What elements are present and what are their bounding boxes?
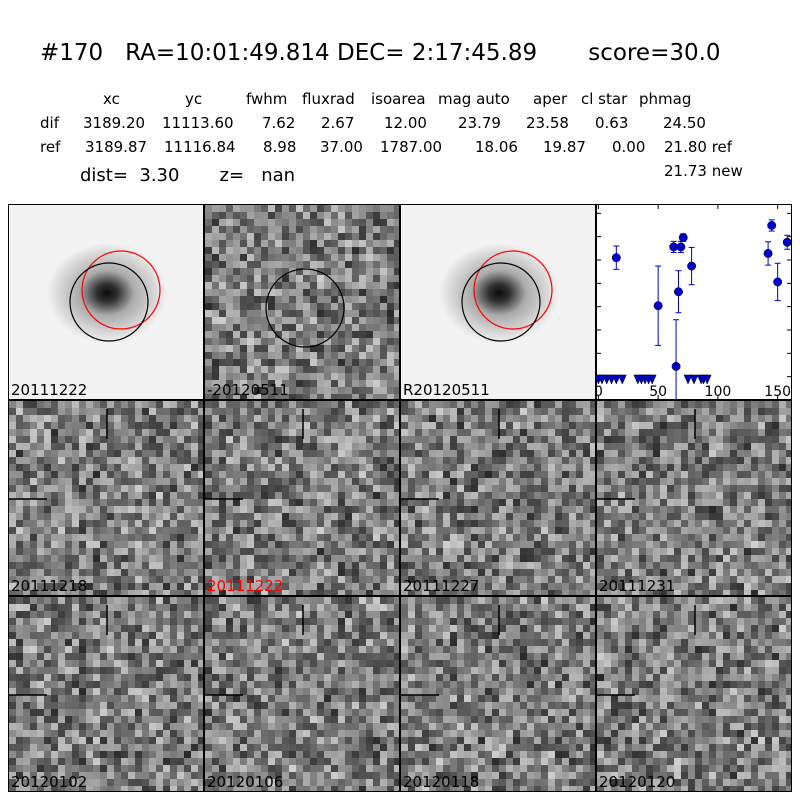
ref-cl-star: 0.00 — [612, 138, 646, 156]
dist-z-line: dist= 3.30 z= nan — [80, 165, 296, 186]
stamp-image — [401, 205, 595, 399]
ref-phmag: 21.80 ref — [664, 138, 733, 156]
galaxy-blob — [439, 243, 559, 343]
aperture-circle-red — [473, 250, 553, 330]
stamp-image — [597, 597, 791, 791]
stamp-label: 20111222 — [11, 381, 88, 399]
plot-frame — [596, 204, 792, 400]
stamp-image — [9, 597, 203, 791]
dif-yc: 11113.60 — [162, 114, 234, 132]
stamp-new-image: R20120511 — [400, 204, 596, 400]
light-curve-chart: 22.022.523.023.524.024.525.025.526.00501… — [596, 204, 792, 400]
col-header-isoarea: isoarea — [371, 90, 426, 108]
upper-limit-marker — [683, 374, 693, 385]
ref-isoarea: 1787.00 — [380, 138, 443, 156]
row-label-dif: dif — [40, 114, 59, 132]
upper-limit-marker — [689, 374, 699, 385]
new-phmag: 21.73 new — [664, 162, 743, 180]
dif-xc: 3189.20 — [83, 114, 146, 132]
col-header-xc: xc — [103, 90, 120, 108]
row-label-ref: ref — [40, 138, 61, 156]
data-point — [687, 261, 697, 271]
dif-phmag: 24.50 — [663, 114, 706, 132]
aperture-circle-black — [69, 262, 149, 342]
stamp-label: 20120102 — [11, 773, 88, 791]
ref-fwhm: 8.98 — [263, 138, 297, 156]
data-point — [782, 237, 792, 247]
candidate-title: #170 RA=10:01:49.814 DEC= 2:17:45.89 sco… — [40, 40, 721, 66]
ref-xc: 3189.87 — [85, 138, 148, 156]
dif-fwhm: 7.62 — [262, 114, 296, 132]
data-point — [611, 253, 621, 263]
stamp-epoch: 20111231 — [596, 400, 792, 596]
stamp-label: R20120511 — [403, 381, 490, 399]
stamp-label: 20120106 — [207, 773, 284, 791]
dif-mag-auto: 23.79 — [458, 114, 501, 132]
stamp-epoch: 20120120 — [596, 596, 792, 792]
stamp-reference-image: 20111222 — [8, 204, 204, 400]
dif-cl-star: 0.63 — [595, 114, 629, 132]
stamp-image — [9, 205, 203, 399]
aperture-circle-black — [461, 262, 541, 342]
xtick-label: 150 — [764, 384, 791, 400]
stamp-difference-image: -20120511 — [204, 204, 400, 400]
data-point — [678, 233, 688, 243]
col-header-cl-star: cl star — [581, 90, 628, 108]
stamp-label: 20111222 — [207, 577, 284, 595]
stamp-epoch: 20120106 — [204, 596, 400, 792]
dif-isoarea: 12.00 — [384, 114, 427, 132]
ref-mag-auto: 18.06 — [475, 138, 518, 156]
ref-yc: 11116.84 — [164, 138, 236, 156]
stamp-image — [9, 401, 203, 595]
ref-fluxrad: 37.00 — [320, 138, 363, 156]
col-header-fwhm: fwhm — [246, 90, 288, 108]
data-point — [676, 242, 686, 252]
xtick-label: 0 — [596, 384, 603, 400]
stamp-image — [401, 401, 595, 595]
stamp-image — [205, 597, 399, 791]
dif-fluxrad: 2.67 — [321, 114, 355, 132]
stamp-image — [205, 401, 399, 595]
xtick-label: 50 — [649, 384, 667, 400]
aperture-circle-red — [81, 250, 161, 330]
xtick-label: 100 — [705, 384, 732, 400]
data-point — [674, 287, 683, 297]
stamp-label: 20111218 — [11, 577, 88, 595]
col-header-phmag: phmag — [639, 90, 692, 108]
data-point — [671, 361, 681, 371]
data-point — [767, 221, 777, 230]
col-header-yc: yc — [185, 90, 203, 108]
stamp-image — [401, 597, 595, 791]
stamp-label: 20111231 — [599, 577, 676, 595]
aperture-circle-black — [265, 268, 345, 348]
stamp-epoch: 20111222 — [204, 400, 400, 596]
data-point — [763, 249, 773, 258]
galaxy-blob — [47, 243, 167, 343]
stamp-epoch: 20111218 — [8, 400, 204, 596]
stamp-label: 20120120 — [599, 773, 676, 791]
stamp-epoch: 20111227 — [400, 400, 596, 596]
stamp-image — [597, 401, 791, 595]
stamp-epoch: 20120118 — [400, 596, 596, 792]
col-header-mag-auto: mag auto — [438, 90, 510, 108]
stamp-epoch: 20120102 — [8, 596, 204, 792]
col-header-aper: aper — [533, 90, 568, 108]
ref-aper: 19.87 — [543, 138, 586, 156]
data-point — [653, 301, 663, 311]
dif-aper: 23.58 — [526, 114, 569, 132]
stamp-label: -20120511 — [207, 381, 289, 399]
stamp-image — [205, 205, 399, 399]
stamp-label: 20111227 — [403, 577, 480, 595]
upper-limit-marker — [702, 374, 712, 385]
upper-limit-marker — [611, 374, 621, 385]
upper-limit-marker — [647, 374, 657, 385]
col-header-fluxrad: fluxrad — [302, 90, 355, 108]
data-point — [773, 277, 783, 287]
stamp-label: 20120118 — [403, 773, 480, 791]
upper-limit-marker — [617, 374, 627, 385]
